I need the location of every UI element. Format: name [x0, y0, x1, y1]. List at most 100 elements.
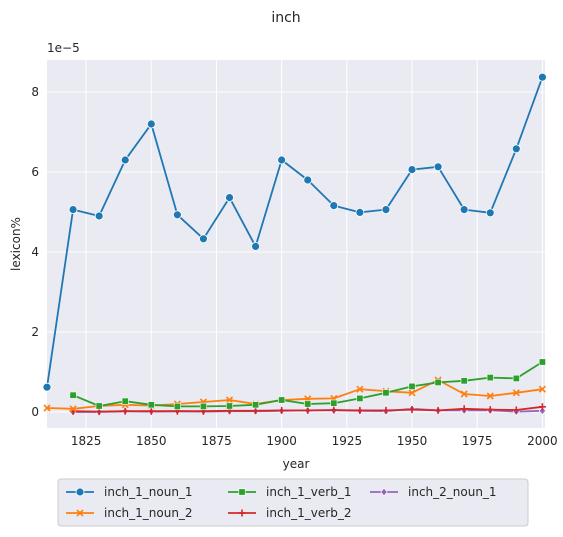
data-point [356, 406, 364, 414]
data-point [303, 175, 313, 185]
x-tick-label: 1875 [201, 434, 232, 448]
data-point [146, 119, 156, 129]
legend-label: inch_1_noun_2 [104, 506, 193, 520]
data-point [408, 382, 416, 390]
data-point [512, 374, 520, 382]
data-point [433, 162, 443, 172]
data-point [43, 404, 51, 412]
legend-swatch-marker [238, 509, 246, 517]
data-point [537, 72, 547, 82]
data-point [459, 205, 469, 215]
data-point [69, 391, 77, 399]
data-point [512, 406, 520, 414]
data-point [252, 401, 260, 409]
grid-lines [47, 60, 545, 428]
data-point [485, 208, 495, 218]
data-point [407, 165, 417, 175]
data-point [172, 210, 182, 220]
data-point [199, 402, 207, 410]
data-point [512, 389, 520, 397]
x-tick-label: 1850 [136, 434, 167, 448]
y-tick-label: 4 [31, 245, 39, 259]
legend-item-inch_1_verb_2: inch_1_verb_2 [228, 506, 351, 520]
plot-area [47, 60, 545, 428]
data-point [356, 394, 364, 402]
data-point [382, 406, 390, 414]
data-point [225, 193, 234, 203]
data-point [304, 400, 312, 408]
x-tick-label: 1900 [266, 434, 297, 448]
legend-item-inch_2_noun_1: inch_2_noun_1 [370, 485, 497, 499]
data-point [382, 389, 390, 397]
data-point [538, 406, 546, 416]
data-point [277, 155, 287, 165]
data-point [173, 402, 181, 410]
legend: inch_1_noun_1inch_1_noun_2inch_1_verb_1i… [57, 478, 529, 527]
data-point [304, 406, 312, 414]
data-point [434, 406, 442, 414]
data-point [330, 406, 338, 414]
data-point [225, 396, 234, 404]
data-point [511, 144, 521, 154]
data-point [330, 399, 338, 407]
data-point [121, 397, 129, 405]
data-point [486, 406, 494, 414]
data-point [95, 402, 103, 410]
data-point [120, 155, 130, 165]
legend-label: inch_1_noun_1 [104, 485, 193, 499]
data-point [355, 207, 365, 217]
data-point [486, 374, 494, 382]
data-point [408, 389, 416, 397]
data-point [329, 201, 339, 211]
y-tick-label: 8 [31, 85, 39, 99]
series-inch_1_verb_1 [69, 358, 546, 410]
y-axis-ticks: 0 2 4 6 8 [31, 85, 39, 419]
x-axis-ticks: 1825 1850 1875 1900 1925 1950 1975 2000 [71, 434, 558, 448]
legend-item-inch_1_verb_1: inch_1_verb_1 [228, 485, 351, 499]
data-point [408, 406, 416, 414]
series-line [46, 379, 543, 410]
legend-frame [57, 478, 529, 527]
data-point [94, 211, 104, 221]
data-point [460, 377, 468, 385]
series-layer [42, 72, 547, 417]
x-tick-label: 1925 [332, 434, 363, 448]
legend-item-inch_1_noun_2: inch_1_noun_2 [66, 506, 193, 520]
chart-title: inch [271, 10, 300, 26]
data-point [68, 205, 78, 215]
x-tick-label: 1825 [71, 434, 102, 448]
data-point [486, 392, 494, 400]
x-tick-label: 1950 [397, 434, 428, 448]
data-point [538, 358, 546, 366]
data-point [147, 401, 155, 409]
data-point [251, 241, 260, 251]
data-point [199, 234, 208, 244]
data-point [434, 378, 442, 386]
data-point [460, 390, 468, 398]
y-axis-label: lexicon% [9, 217, 23, 271]
data-point [538, 385, 546, 393]
x-tick-label: 1975 [462, 434, 493, 448]
data-point [69, 405, 77, 413]
x-tick-label: 2000 [527, 434, 558, 448]
data-point [356, 385, 364, 393]
legend-label: inch_2_noun_1 [408, 485, 497, 499]
data-point [381, 205, 391, 215]
series-inch_1_noun_1 [42, 72, 547, 392]
legend-swatch-marker [238, 488, 246, 496]
y-tick-label: 0 [31, 405, 39, 419]
series-line [46, 76, 544, 388]
data-point [226, 402, 234, 410]
y-tick-label: 6 [31, 165, 39, 179]
data-point [278, 406, 286, 414]
data-point [147, 407, 155, 415]
data-point [278, 396, 286, 404]
data-point [538, 403, 546, 411]
y-offset-label: 1e−5 [47, 41, 80, 55]
data-point [252, 407, 260, 415]
legend-item-inch_1_noun_1: inch_1_noun_1 [66, 485, 193, 499]
legend-label: inch_1_verb_2 [266, 506, 351, 520]
series-inch_1_verb_2 [69, 403, 546, 416]
data-point [460, 405, 468, 413]
